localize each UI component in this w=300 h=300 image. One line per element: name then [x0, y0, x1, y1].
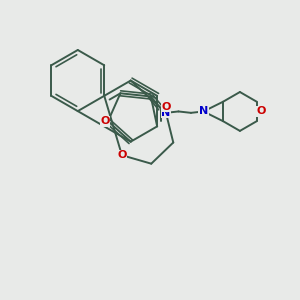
Text: O: O: [117, 150, 127, 160]
Text: O: O: [100, 116, 110, 126]
Text: N: N: [199, 106, 208, 116]
Text: O: O: [161, 102, 171, 112]
Text: O: O: [256, 106, 266, 116]
Text: N: N: [161, 108, 171, 118]
